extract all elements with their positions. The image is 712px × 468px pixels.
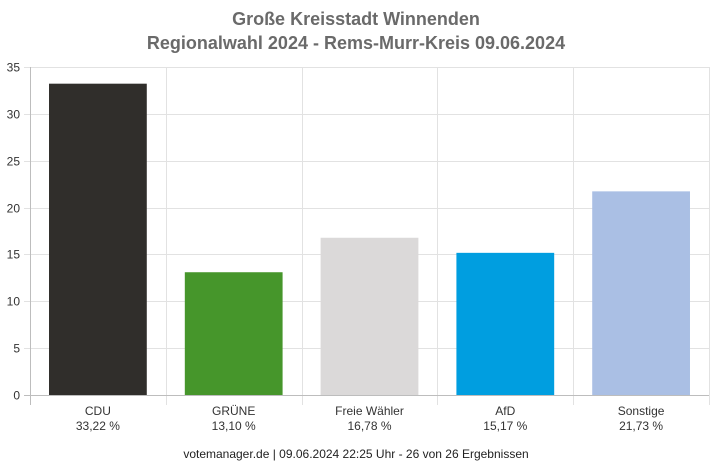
bar-freie-w-hler [320,237,419,395]
y-tick-label: 25 [7,155,21,169]
y-tick-label: 5 [13,342,20,356]
x-value-label: 33,22 % [76,419,120,433]
x-value-label: 21,73 % [619,419,663,433]
x-value-label: 16,78 % [347,419,391,433]
bar-sonstige [592,191,690,395]
x-category-label: Sonstige [618,404,665,418]
chart-title: Große Kreisstadt Winnenden [232,9,480,29]
y-tick-label: 15 [7,248,21,262]
x-category-label: GRÜNE [212,404,255,418]
x-value-label: 13,10 % [212,419,256,433]
bar-afd [456,252,555,395]
bar-cdu [49,83,147,395]
x-category-label: CDU [85,404,111,418]
y-tick-label: 35 [7,61,21,75]
chart-subtitle: Regionalwahl 2024 - Rems-Murr-Kreis 09.0… [146,33,566,53]
bar-gr-ne [184,272,283,395]
x-category-label: Freie Wähler [335,404,404,418]
y-tick-label: 0 [13,389,20,403]
footer-source: votemanager.de | 09.06.2024 22:25 Uhr - … [183,447,529,461]
y-tick-label: 10 [7,295,21,309]
x-value-label: 15,17 % [483,419,527,433]
y-tick-label: 20 [7,202,21,216]
x-category-label: AfD [495,404,515,418]
y-tick-label: 30 [7,108,21,122]
